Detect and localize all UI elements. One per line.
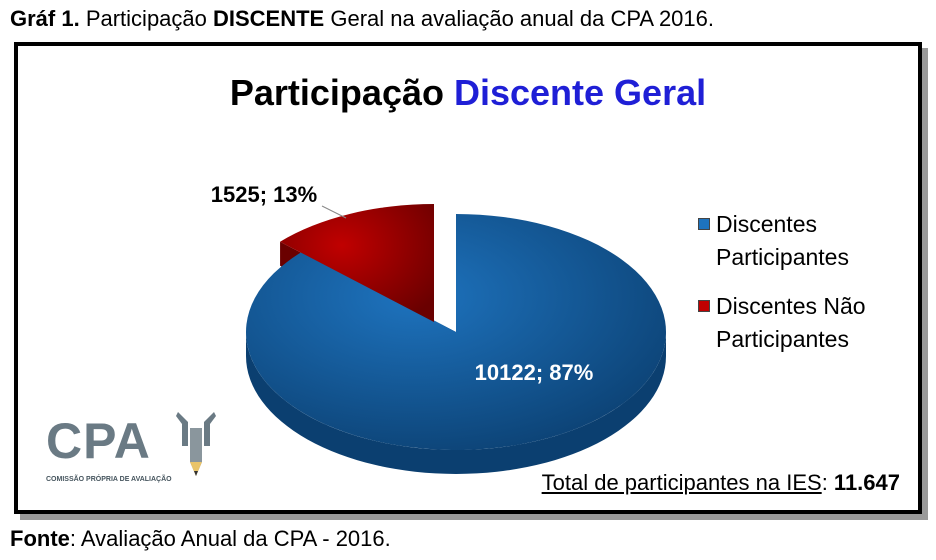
- chart-frame: Participação Discente Geral 10122; 87% 15…: [14, 42, 922, 514]
- source-label: Fonte: [10, 526, 70, 551]
- legend-swatch-participantes: [698, 218, 710, 230]
- pie-slice-participantes: [245, 213, 666, 450]
- pie-slice-nao-participantes: [280, 204, 434, 322]
- chart-title: Participação Discente Geral: [18, 72, 918, 114]
- leader-line-nao-participantes: [321, 205, 347, 219]
- caption-prefix: Gráf 1.: [10, 6, 80, 31]
- chart-legend: Discentes Participantes Discentes Não Pa…: [698, 208, 886, 372]
- chart-title-part1: Participação: [229, 72, 454, 113]
- logo-text: CPA: [46, 413, 151, 469]
- chart-title-part2: Discente Geral: [453, 72, 707, 113]
- caption-text-b: Geral na avaliação anual da CPA 2016.: [324, 6, 714, 31]
- source-text: : Avaliação Anual da CPA - 2016.: [69, 526, 391, 551]
- data-label-participantes: 10122; 87%: [475, 360, 594, 385]
- legend-label-nao-participantes: Discentes Não Participantes: [716, 293, 866, 352]
- caption-text-a: Participação: [79, 6, 213, 31]
- legend-label-participantes: Discentes Participantes: [716, 211, 849, 270]
- source-note: Fonte: Avaliação Anual da CPA - 2016.: [10, 526, 391, 552]
- legend-item-participantes: Discentes Participantes: [698, 208, 886, 274]
- caption-bold-word: DISCENTE: [213, 6, 325, 31]
- legend-item-nao-participantes: Discentes Não Participantes: [698, 290, 886, 356]
- cpa-logo: CPA COMISSÃO PRÓPRIA DE AVALIAÇÃO: [46, 406, 226, 496]
- total-value: 11.647: [833, 470, 900, 495]
- pie-side-participantes: [246, 332, 666, 474]
- legend-swatch-nao-participantes: [698, 300, 710, 312]
- data-label-nao-participantes: 1525; 13%: [211, 182, 317, 207]
- total-participants: Total de participantes na IES: 11.647: [542, 470, 900, 496]
- pencil-icon: [176, 412, 216, 476]
- pie-chart: 10122; 87% 1525; 13%: [211, 182, 666, 474]
- total-separator: :: [821, 470, 834, 495]
- figure-caption: Gráf 1. Participação DISCENTE Geral na a…: [10, 6, 714, 32]
- logo-subtitle: COMISSÃO PRÓPRIA DE AVALIAÇÃO: [46, 476, 172, 483]
- total-label: Total de participantes na IES: [541, 470, 822, 495]
